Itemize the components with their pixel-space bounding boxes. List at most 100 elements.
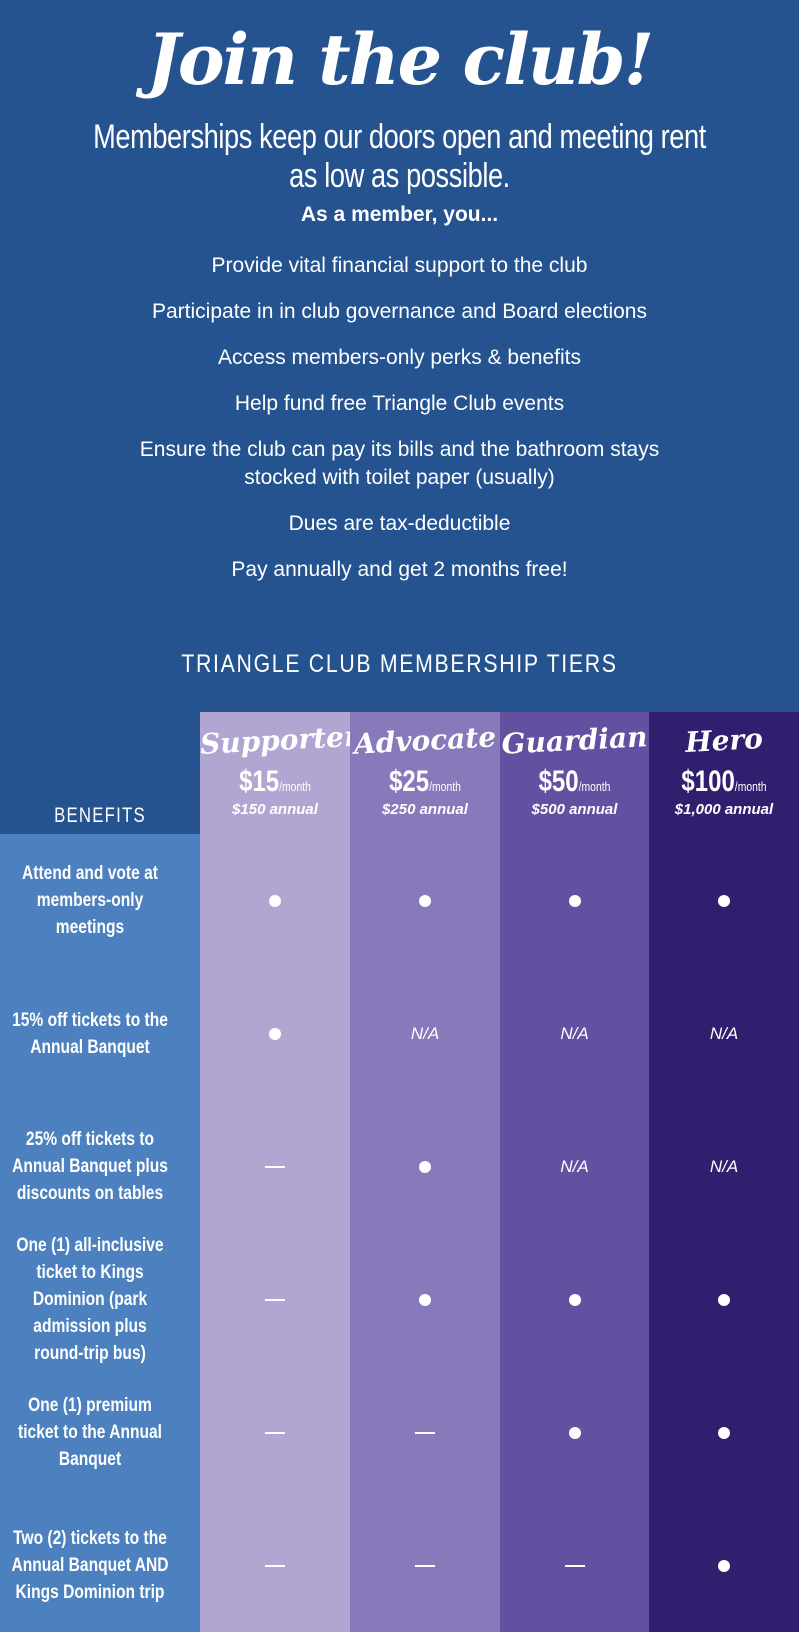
table-cell [200, 834, 350, 967]
table-cell [649, 1366, 799, 1499]
benefit-row-label: Two (2) tickets to the Annual Banquet AN… [0, 1499, 200, 1632]
benefit-row-label: 15% off tickets to the Annual Banquet [0, 967, 200, 1100]
benefit-list-item: Pay annually and get 2 months free! [231, 558, 568, 581]
table-cell [200, 1100, 350, 1233]
table-cell [500, 834, 649, 967]
price-amount: $15 [239, 765, 280, 798]
table-cell [649, 1499, 799, 1632]
benefit-list-item: Provide vital financial support to the c… [211, 254, 588, 277]
not-applicable-text: N/A [709, 1023, 739, 1043]
benefit-row-label: One (1) all-inclusive ticket to Kings Do… [0, 1233, 200, 1366]
benefit-list-item: Participate in in club governance and Bo… [152, 300, 647, 323]
table-cell [200, 967, 350, 1100]
benefit-row-label: One (1) premium ticket to the Annual Ban… [0, 1366, 200, 1499]
benefit-list-item: Dues are tax-deductible [288, 512, 511, 535]
table-cell [200, 1366, 350, 1499]
included-dot-icon [568, 1293, 581, 1306]
tier-header: Hero $100/month $1,000 annual [649, 712, 799, 818]
included-dot-icon [269, 894, 281, 907]
included-dot-icon [419, 894, 431, 907]
included-dot-icon [568, 1426, 581, 1439]
not-included-dash-icon [265, 1431, 285, 1434]
tier-annual: $250 annual [382, 801, 468, 818]
included-dot-icon [419, 1293, 431, 1306]
tier-header: Advocate $25/month $250 annual [350, 712, 500, 818]
tier-price: $25/month [365, 765, 485, 799]
not-applicable-text: N/A [709, 1156, 739, 1176]
tier-price: $50/month [515, 765, 634, 799]
benefit-row-label: Attend and vote at members-only meetings [0, 834, 200, 967]
tier-annual: $500 annual [531, 801, 618, 818]
benefits-header: BENEFITS [54, 804, 146, 827]
table-cell [350, 1499, 500, 1632]
not-included-dash-icon [415, 1564, 435, 1567]
table-cell [500, 1366, 649, 1499]
benefits-column [0, 834, 200, 1632]
tier-column-guardian: Guardian $50/month $500 annual [500, 712, 649, 1632]
lead-text: As a member, you... [300, 203, 499, 226]
table-cell: N/A [500, 1100, 649, 1233]
benefit-label: One (1) all-inclusive ticket to Kings Do… [16, 1235, 164, 1364]
tier-price: $15/month [215, 765, 335, 799]
price-amount: $25 [389, 765, 430, 798]
benefit-list-item: Ensure the club can pay its bills and th… [139, 438, 660, 489]
table-cell: N/A [649, 1100, 799, 1233]
tier-annual: $150 annual [232, 801, 318, 818]
tier-header: Supporter $15/month $150 annual [199, 712, 360, 818]
membership-table: BENEFITS Supporter $15/month $150 annual… [0, 712, 799, 1632]
benefits-list: Provide vital financial support to the c… [0, 252, 799, 602]
tier-price: $100/month [664, 765, 784, 799]
not-included-dash-icon [265, 1564, 285, 1567]
table-cell [350, 834, 500, 967]
tier-name: Hero [684, 721, 764, 760]
tier-column-supporter: Supporter $15/month $150 annual [199, 712, 360, 1632]
benefit-label: Attend and vote at members-only meetings [22, 863, 158, 938]
page-title: Join the club! [146, 18, 655, 101]
included-dot-icon [269, 1027, 281, 1040]
table-cell [200, 1233, 350, 1366]
included-dot-icon [718, 894, 730, 907]
not-included-dash-icon [415, 1431, 435, 1434]
subtitle: Memberships keep our doors open and meet… [93, 118, 706, 195]
benefit-label: 25% off tickets to Annual Banquet plus d… [12, 1129, 168, 1204]
price-amount: $100 [681, 765, 735, 798]
tier-annual: $1,000 annual [674, 801, 774, 818]
table-cell: N/A [500, 967, 649, 1100]
tier-header: Guardian $50/month $500 annual [500, 712, 649, 818]
included-dot-icon [419, 1160, 431, 1173]
tier-name: Supporter [199, 719, 360, 761]
price-period: /month [734, 779, 767, 794]
price-period: /month [578, 779, 611, 794]
tier-name: Advocate [353, 720, 497, 761]
price-amount: $50 [538, 765, 579, 798]
benefit-label: 15% off tickets to the Annual Banquet [12, 1009, 168, 1058]
not-included-dash-icon [265, 1298, 285, 1301]
price-period: /month [279, 779, 311, 794]
included-dot-icon [718, 1559, 730, 1572]
table-cell [350, 1366, 500, 1499]
table-cell: N/A [350, 967, 500, 1100]
included-dot-icon [568, 894, 581, 907]
not-included-dash-icon [265, 1165, 285, 1168]
benefit-row-label: 25% off tickets to Annual Banquet plus d… [0, 1100, 200, 1233]
table-cell [649, 1233, 799, 1366]
table-cell: N/A [649, 967, 799, 1100]
benefit-list-item: Access members-only perks & benefits [218, 346, 581, 369]
not-included-dash-icon [564, 1564, 585, 1567]
benefit-label: One (1) premium ticket to the Annual Ban… [18, 1395, 162, 1470]
table-cell [350, 1233, 500, 1366]
table-cell [350, 1100, 500, 1233]
table-cell [500, 1233, 649, 1366]
included-dot-icon [718, 1293, 730, 1306]
table-cell [200, 1499, 350, 1632]
price-period: /month [429, 779, 461, 794]
tier-name: Guardian [500, 720, 649, 761]
table-cell [649, 834, 799, 967]
included-dot-icon [718, 1426, 730, 1439]
not-applicable-text: N/A [560, 1023, 589, 1043]
benefit-label: Two (2) tickets to the Annual Banquet AN… [11, 1528, 169, 1603]
benefit-list-item: Help fund free Triangle Club events [234, 392, 565, 415]
not-applicable-text: N/A [560, 1156, 589, 1176]
tier-column-hero: Hero $100/month $1,000 annual [649, 712, 799, 1632]
tiers-title: TRIANGLE CLUB MEMBERSHIP TIERS [181, 650, 618, 678]
